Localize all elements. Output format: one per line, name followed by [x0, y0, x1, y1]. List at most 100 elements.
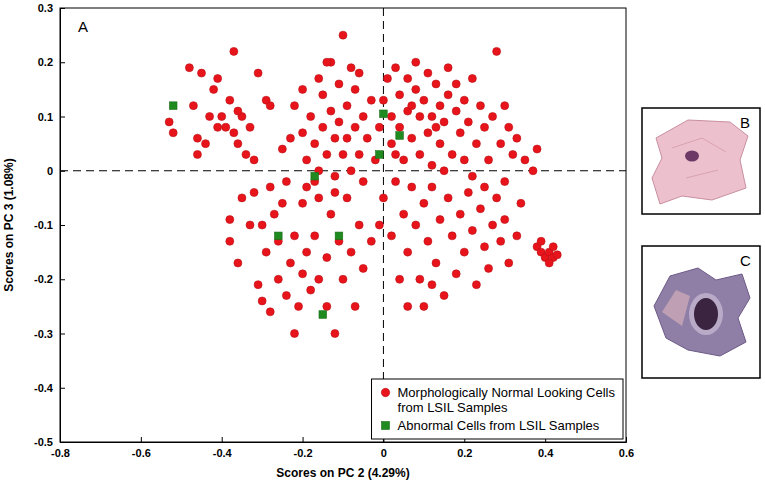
point	[363, 134, 371, 142]
point	[266, 102, 274, 110]
y-tick: -0.2	[34, 273, 65, 285]
point	[533, 145, 541, 153]
x-tick-label: 0.6	[619, 447, 634, 459]
point	[299, 199, 307, 207]
x-tick: 0.4	[538, 437, 554, 459]
point	[230, 47, 238, 55]
point	[428, 113, 436, 121]
point	[379, 194, 387, 202]
y-tick: -0.4	[34, 382, 65, 394]
y-tick-mark	[60, 8, 65, 9]
point	[448, 232, 456, 240]
point	[432, 80, 440, 88]
point	[485, 156, 493, 164]
point	[375, 123, 383, 131]
point	[396, 123, 404, 131]
point	[234, 107, 242, 115]
point	[452, 270, 460, 278]
point	[408, 183, 416, 191]
cell-halo	[689, 293, 723, 335]
point	[392, 64, 400, 72]
y-tick-mark	[60, 334, 65, 335]
y-tick-label: 0.3	[38, 2, 53, 14]
x-axis-title: Scores on PC 2 (4.29%)	[276, 466, 409, 480]
legend-marker	[381, 388, 389, 396]
point	[497, 237, 505, 245]
point	[222, 123, 230, 131]
point	[189, 102, 197, 110]
y-tick-label: -0.3	[34, 328, 53, 340]
y-axis: -0.5-0.4-0.3-0.2-0.100.10.20.3	[34, 2, 65, 448]
x-tick-label: -0.6	[132, 447, 151, 459]
point	[295, 302, 303, 310]
cell-body	[652, 120, 748, 204]
point	[351, 123, 359, 131]
point	[165, 118, 173, 126]
point	[355, 69, 363, 77]
point	[424, 129, 432, 137]
point	[472, 281, 480, 289]
x-tick-mark	[303, 437, 304, 442]
point	[214, 75, 222, 83]
y-tick-mark	[60, 442, 65, 443]
y-tick-label: -0.5	[34, 436, 53, 448]
y-tick-mark	[60, 279, 65, 280]
point	[198, 69, 206, 77]
point	[501, 178, 509, 186]
point	[388, 113, 396, 121]
y-tick: -0.5	[34, 436, 65, 448]
y-tick: -0.3	[34, 328, 65, 340]
point	[323, 302, 331, 310]
point	[193, 150, 201, 158]
point	[436, 102, 444, 110]
point	[351, 302, 359, 310]
point	[303, 183, 311, 191]
point	[513, 134, 521, 142]
inset-frame	[642, 108, 760, 214]
point	[359, 113, 367, 121]
point	[286, 134, 294, 142]
point	[169, 129, 177, 137]
point	[169, 102, 177, 110]
point	[444, 91, 452, 99]
point	[472, 140, 480, 148]
point	[335, 80, 343, 88]
x-tick: -0.6	[132, 437, 151, 459]
y-tick-label: 0.1	[38, 111, 53, 123]
point	[278, 145, 286, 153]
x-tick-label: 0	[381, 447, 387, 459]
point	[404, 248, 412, 256]
y-tick-mark	[60, 62, 65, 63]
point	[299, 270, 307, 278]
point	[375, 221, 383, 229]
y-tick: -0.1	[34, 219, 65, 231]
point	[331, 188, 339, 196]
point	[432, 259, 440, 267]
point	[238, 194, 246, 202]
y-tick: 0.2	[38, 56, 65, 68]
point	[319, 311, 327, 319]
point	[440, 118, 448, 126]
point	[262, 248, 270, 256]
point	[412, 58, 420, 66]
y-tick-label: -0.4	[34, 382, 54, 394]
point	[505, 123, 513, 131]
y-tick-label: -0.1	[34, 219, 53, 231]
point	[440, 292, 448, 300]
point	[412, 85, 420, 93]
point	[339, 31, 347, 39]
point	[521, 156, 529, 164]
point	[193, 134, 201, 142]
point	[416, 113, 424, 121]
point	[517, 199, 525, 207]
legend-label-line: Abnormal Cells from LSIL Samples	[398, 418, 600, 433]
point	[416, 275, 424, 283]
point	[218, 113, 226, 121]
point	[367, 96, 375, 104]
y-axis-title: Scores on PC 3 (1.08%)	[2, 158, 16, 291]
point	[549, 243, 557, 251]
x-tick-label: 0.4	[538, 447, 554, 459]
point	[355, 221, 363, 229]
point	[307, 286, 315, 294]
point	[444, 64, 452, 72]
